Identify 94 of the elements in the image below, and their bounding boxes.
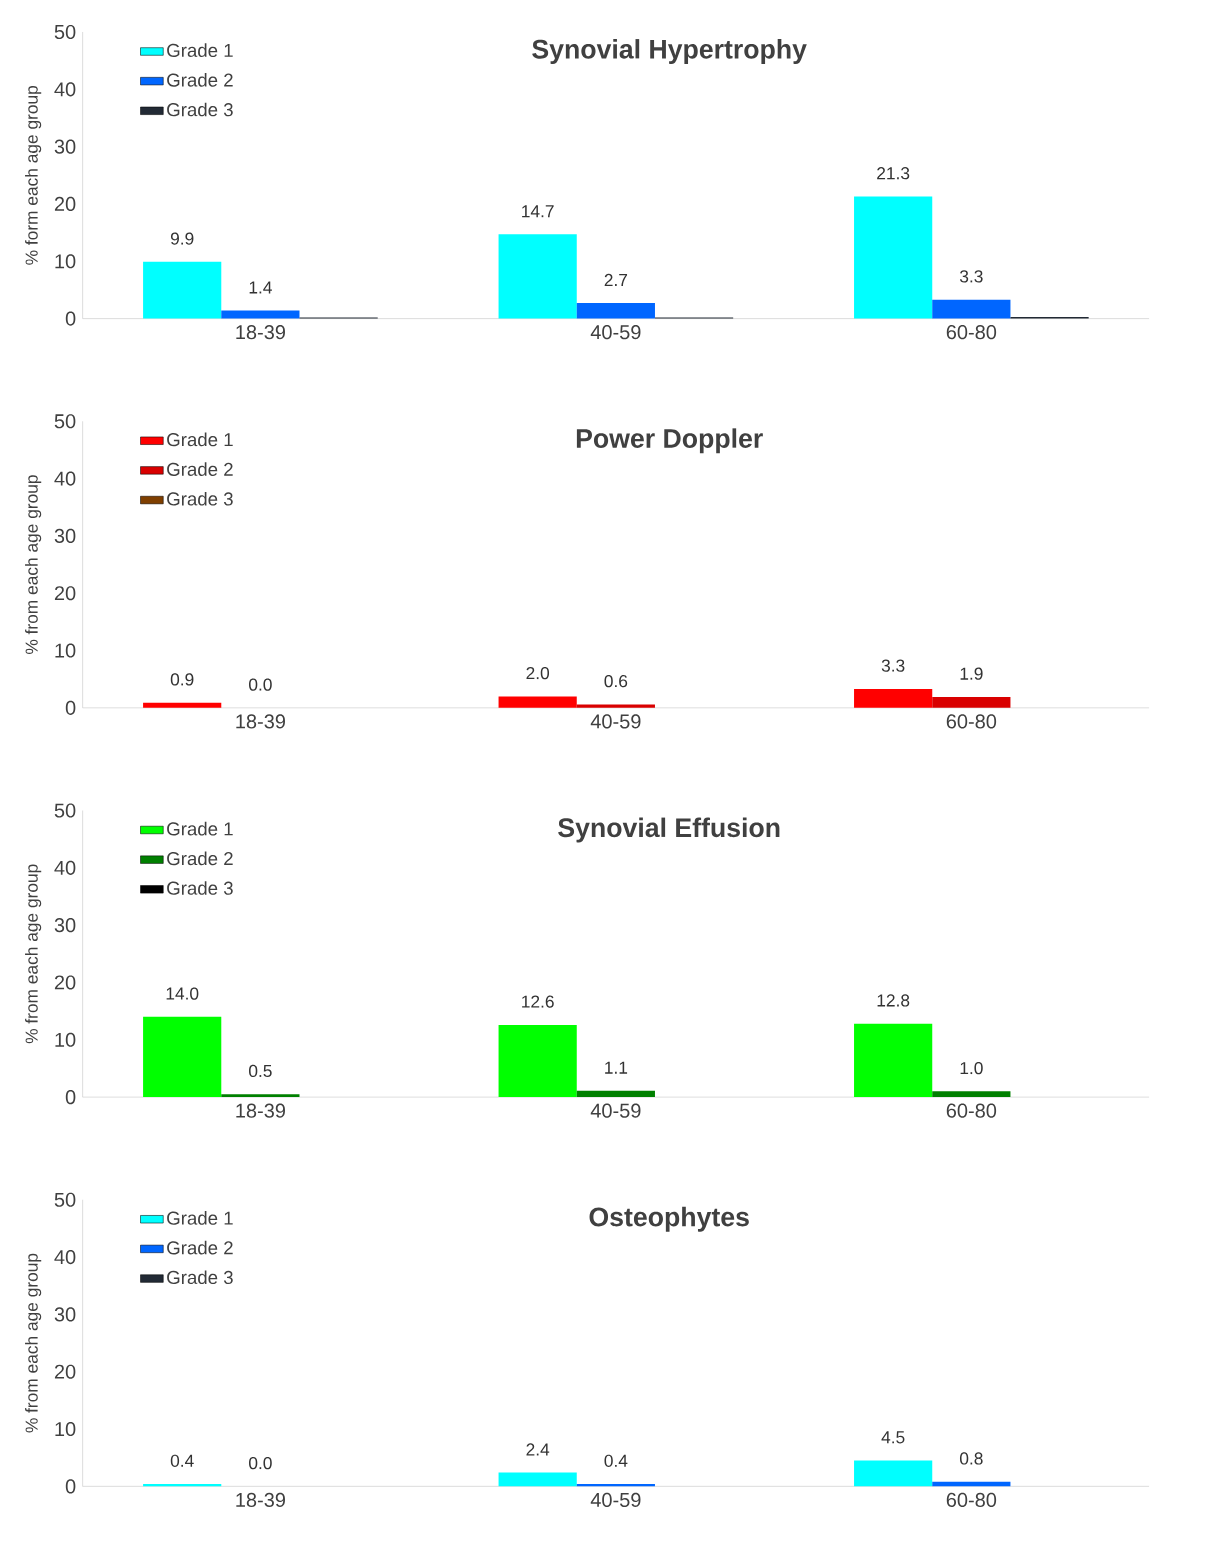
- y-tick-label: 40: [54, 471, 76, 486]
- data-label: 0.8: [959, 1452, 983, 1465]
- y-tick-label: 50: [54, 414, 76, 429]
- data-label: 0.0: [248, 678, 272, 691]
- data-label: 0.4: [604, 1454, 628, 1467]
- legend-label: Grade 1: [166, 1211, 233, 1225]
- bar: [498, 234, 577, 319]
- x-tick-label: 40-59: [590, 714, 641, 729]
- y-tick-label: 20: [54, 1364, 76, 1379]
- data-label: 2.0: [526, 666, 549, 680]
- legend-label: Grade 3: [166, 491, 233, 506]
- data-label: 1.1: [604, 1061, 627, 1074]
- x-tick-label: 18-39: [236, 714, 285, 729]
- data-label: 4.5: [881, 1431, 905, 1444]
- data-label: 0.0: [248, 1456, 272, 1470]
- data-label: 0.9: [170, 673, 194, 686]
- data-label: 21.3: [876, 167, 910, 180]
- legend-label: Grade 1: [166, 821, 233, 836]
- y-tick-label: 30: [54, 528, 76, 543]
- legend-label: Grade 2: [166, 462, 233, 476]
- y-tick-label: 50: [54, 803, 76, 818]
- y-tick-label: 0: [65, 1090, 76, 1105]
- x-tick-label: 60-80: [946, 1492, 996, 1507]
- y-tick-label: 40: [54, 1249, 76, 1265]
- legend-label: Grade 1: [166, 43, 233, 58]
- y-tick-label: 20: [54, 975, 76, 990]
- bar: [576, 303, 655, 319]
- x-tick-label: 40-59: [590, 1103, 641, 1118]
- data-label: 12.8: [877, 994, 910, 1007]
- y-tick-label: 10: [55, 1032, 76, 1047]
- x-tick-label: 18-39: [236, 1103, 285, 1118]
- data-label: 2.4: [526, 1443, 549, 1456]
- y-axis-title: % from each age group: [24, 1253, 42, 1433]
- x-tick-label: 60-80: [946, 714, 996, 729]
- bar: [142, 1016, 222, 1098]
- x-tick-label: 40-59: [590, 325, 641, 340]
- legend-label: Grade 1: [166, 432, 233, 447]
- y-tick-label: 40: [54, 82, 76, 97]
- data-label: 1.0: [960, 1061, 983, 1075]
- legend-label: Grade 3: [166, 102, 233, 117]
- y-tick-label: 20: [54, 586, 76, 601]
- data-label: 1.9: [960, 667, 983, 680]
- x-tick-label: 18-39: [236, 1492, 285, 1507]
- bar: [221, 310, 300, 319]
- chart-title: Synovial Effusion: [557, 817, 780, 843]
- data-label: 0.5: [248, 1064, 272, 1078]
- y-tick-label: 40: [54, 860, 76, 875]
- legend-label: Grade 2: [166, 851, 233, 866]
- y-axis-title: % from each age group: [24, 864, 42, 1044]
- y-tick-label: 0: [65, 311, 76, 326]
- data-label: 3.3: [881, 659, 905, 672]
- y-tick-label: 30: [54, 1307, 76, 1322]
- data-label: 14.7: [521, 205, 554, 218]
- y-tick-label: 30: [54, 918, 76, 933]
- y-tick-label: 0: [65, 1479, 76, 1494]
- chart-title: Osteophytes: [589, 1206, 749, 1232]
- chart-title: Synovial Hypertrophy: [531, 39, 807, 64]
- y-tick-label: 10: [55, 643, 76, 658]
- legend-label: Grade 3: [166, 881, 233, 895]
- chart-title: Power Doppler: [576, 428, 763, 454]
- y-tick-label: 10: [55, 1421, 76, 1437]
- legend-label: Grade 3: [166, 1270, 233, 1285]
- x-tick-label: 60-80: [946, 325, 996, 340]
- data-label: 0.6: [604, 674, 627, 688]
- bar: [853, 1460, 933, 1487]
- bar: [498, 1472, 577, 1487]
- y-tick-label: 30: [54, 139, 76, 154]
- bar: [221, 1094, 300, 1098]
- y-tick-label: 50: [54, 24, 76, 40]
- bar: [853, 1023, 933, 1098]
- data-label: 9.9: [170, 232, 194, 245]
- bar: [932, 1091, 1011, 1098]
- y-tick-label: 50: [54, 1192, 76, 1207]
- y-tick-label: 0: [65, 700, 76, 715]
- y-axis-title: % form each age group: [24, 85, 42, 265]
- bar: [932, 299, 1011, 319]
- data-label: 0.4: [170, 1454, 194, 1467]
- bar: [576, 1090, 655, 1098]
- x-tick-label: 40-59: [590, 1492, 641, 1507]
- bar: [142, 261, 222, 319]
- data-label: 12.6: [521, 995, 554, 1008]
- data-label: 2.7: [604, 273, 627, 286]
- data-label: 3.3: [959, 270, 983, 283]
- y-axis-title: % from each age group: [24, 475, 42, 654]
- data-label: 14.0: [166, 987, 199, 1000]
- x-tick-label: 18-39: [236, 325, 285, 340]
- bar: [498, 1024, 577, 1098]
- y-tick-label: 10: [55, 254, 76, 269]
- legend-label: Grade 2: [166, 1240, 233, 1255]
- x-tick-label: 60-80: [946, 1103, 996, 1118]
- bar: [853, 196, 933, 319]
- legend-label: Grade 2: [166, 72, 233, 87]
- data-label: 1.4: [249, 281, 272, 294]
- y-tick-label: 20: [54, 196, 76, 212]
